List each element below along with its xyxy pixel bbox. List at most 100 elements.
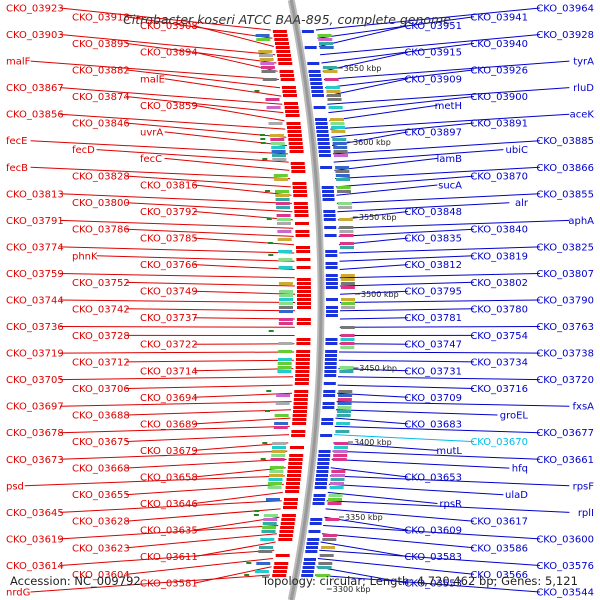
annotation-block xyxy=(324,78,339,81)
annotation-block xyxy=(336,178,351,181)
reverse-feature xyxy=(309,522,322,525)
annotation-block xyxy=(270,458,285,461)
reverse-feature xyxy=(312,502,325,505)
leader-line xyxy=(336,401,570,407)
right-gene-label: hfq xyxy=(512,464,528,475)
left-gene-label: CKO_03894 xyxy=(140,48,198,59)
leader-line xyxy=(339,351,540,354)
reverse-feature xyxy=(307,62,320,65)
left-gene-label: CKO_03895 xyxy=(72,39,130,50)
reverse-feature xyxy=(325,286,338,289)
right-gene-label: CKO_03716 xyxy=(470,384,528,395)
annotation-block xyxy=(259,546,273,549)
forward-feature xyxy=(296,322,311,325)
leader-line xyxy=(30,140,288,155)
reverse-feature xyxy=(325,262,338,265)
ruler-tick-label: 3350 kbp xyxy=(345,513,383,522)
leader-line xyxy=(335,166,540,180)
annotation-block xyxy=(277,366,292,369)
small-feature xyxy=(259,134,265,136)
reverse-feature xyxy=(308,70,321,73)
leader-line xyxy=(337,392,408,398)
forward-feature xyxy=(296,318,311,321)
leader-line xyxy=(126,384,293,389)
reverse-feature xyxy=(303,562,316,565)
left-gene-label: CKO_03722 xyxy=(140,340,198,351)
forward-feature xyxy=(278,62,293,65)
annotation-block xyxy=(335,166,350,169)
annotation-block xyxy=(258,50,273,53)
annotation-block xyxy=(275,198,290,201)
reverse-feature xyxy=(325,282,338,285)
annotation-block xyxy=(278,266,293,269)
reverse-feature xyxy=(308,530,321,533)
leader-line xyxy=(320,541,408,558)
forward-feature xyxy=(281,86,296,89)
right-gene-label: CKO_03825 xyxy=(536,242,594,253)
right-gene-label: lamB xyxy=(436,154,462,165)
annotation-block xyxy=(331,126,345,129)
forward-feature xyxy=(287,474,301,477)
left-gene-label: CKO_03706 xyxy=(72,384,130,395)
reverse-feature xyxy=(304,46,317,49)
forward-feature xyxy=(293,398,308,401)
annotation-block xyxy=(326,90,341,93)
leader-line xyxy=(322,51,409,72)
leader-line xyxy=(339,246,540,254)
annotation-block xyxy=(337,190,351,193)
leader-line xyxy=(327,87,570,105)
reverse-feature xyxy=(324,234,337,237)
leader-line xyxy=(60,193,292,204)
leader-line xyxy=(96,149,289,163)
leader-line xyxy=(194,104,285,122)
forward-feature xyxy=(295,222,309,225)
reverse-feature xyxy=(325,250,338,253)
reverse-feature xyxy=(321,186,334,189)
annotation-block xyxy=(268,122,283,125)
left-gene-label: CKO_03867 xyxy=(6,83,64,94)
right-gene-label: sucA xyxy=(438,181,462,192)
annotation-block xyxy=(327,98,342,101)
leader-line xyxy=(318,25,409,47)
right-gene-label: CKO_03653 xyxy=(404,473,462,484)
annotation-block xyxy=(275,190,289,193)
annotation-block xyxy=(275,202,290,205)
leader-line xyxy=(337,376,540,381)
left-gene-label: CKO_03828 xyxy=(72,172,130,183)
forward-feature xyxy=(293,194,308,197)
right-gene-label: CKO_03802 xyxy=(470,278,528,289)
forward-feature xyxy=(275,554,290,557)
reverse-feature xyxy=(310,86,323,89)
right-gene-label: CKO_03670 xyxy=(470,437,528,448)
annotation-block xyxy=(328,494,343,497)
reverse-feature xyxy=(318,146,331,149)
leader-line xyxy=(339,326,540,328)
leader-line xyxy=(330,113,570,130)
right-gene-label: CKO_03870 xyxy=(470,172,528,183)
forward-feature xyxy=(272,570,287,573)
leader-line xyxy=(326,500,570,513)
leader-line xyxy=(319,549,540,566)
leader-line xyxy=(335,417,408,425)
ruler-tick-label: 3550 kbp xyxy=(359,213,397,222)
forward-feature xyxy=(284,498,298,501)
small-feature xyxy=(262,158,268,160)
leader-line xyxy=(335,409,498,416)
annotation-block xyxy=(329,486,344,489)
forward-feature xyxy=(281,514,296,517)
annotation-block xyxy=(319,46,334,49)
forward-feature xyxy=(292,418,307,421)
reverse-feature xyxy=(325,314,338,317)
right-gene-label: CKO_03609 xyxy=(404,526,462,537)
right-gene-label: rluD xyxy=(573,83,594,94)
left-gene-label: CKO_03635 xyxy=(140,526,198,537)
left-gene-label: malE xyxy=(140,74,165,85)
right-gene-label: CKO_03586 xyxy=(470,543,528,554)
left-gene-label: phnK xyxy=(72,251,98,262)
annotation-block xyxy=(339,226,354,229)
annotation-block xyxy=(327,502,342,505)
right-gene-label: rpsR xyxy=(439,499,462,510)
annotation-block xyxy=(278,258,293,261)
forward-feature xyxy=(288,458,303,461)
